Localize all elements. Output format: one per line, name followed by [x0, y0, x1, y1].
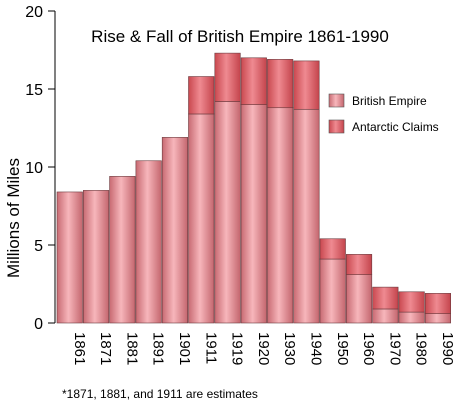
- footnote: *1871, 1881, and 1911 are estimates: [62, 387, 258, 401]
- bar-antarctic-claims-1960: [345, 254, 373, 275]
- bar-antarctic-claims-1930: [267, 59, 294, 109]
- x-tick-label: 1990: [439, 332, 453, 365]
- bar-british-empire-1950: [319, 258, 346, 324]
- bar-british-empire-1881: [109, 176, 136, 324]
- bar-british-empire-1940: [293, 108, 320, 324]
- x-tick-label: 1980: [413, 332, 430, 365]
- y-tick-label: 0: [34, 316, 43, 333]
- legend-label-british-empire: British Empire: [352, 94, 427, 108]
- y-tick-label: 10: [25, 160, 43, 177]
- bar-british-empire-1930: [267, 107, 294, 324]
- y-tick-label: 5: [34, 238, 43, 255]
- x-tick-label: 1920: [255, 332, 272, 365]
- bar-british-empire-1970: [372, 308, 399, 324]
- x-tick-label: 1901: [176, 332, 193, 365]
- y-tick-label: 15: [25, 82, 43, 99]
- bar-antarctic-claims-1920: [240, 57, 267, 105]
- bar-antarctic-claims-1919: [214, 52, 241, 102]
- x-axis: 1861 1871 1881 1891 1901 1911 1919 1920 1930 1940…: [71, 332, 453, 365]
- bar-british-empire-1990: [424, 313, 452, 324]
- bar-british-empire-1920: [240, 104, 267, 324]
- bar-british-empire-1861: [56, 191, 83, 324]
- x-tick-label: 1871: [97, 332, 114, 365]
- bar-antarctic-claims-1990: [424, 293, 452, 314]
- chart-title: Rise & Fall of British Empire 1861-1990: [91, 27, 389, 46]
- bar-antarctic-claims-1940: [293, 60, 320, 110]
- bars: [56, 52, 452, 324]
- bar-antarctic-claims-1911: [188, 76, 215, 115]
- x-tick-label: 1861: [71, 332, 88, 365]
- legend-label-antarctic-claims: Antarctic Claims: [352, 120, 439, 134]
- x-tick-label: 1940: [307, 332, 324, 365]
- bar-british-empire-1980: [398, 311, 425, 324]
- x-tick-label: 1970: [386, 332, 403, 365]
- y-tick-label: 20: [25, 4, 43, 21]
- x-tick-label: 1950: [334, 332, 351, 365]
- x-tick-label: 1891: [150, 332, 167, 365]
- bar-antarctic-claims-1950: [319, 238, 346, 260]
- bar-british-empire-1891: [135, 160, 162, 324]
- legend-swatch-british-empire: [328, 93, 345, 108]
- x-tick-label: 1960: [360, 332, 377, 365]
- x-tick-label: 1930: [281, 332, 298, 365]
- bar-british-empire-1960: [345, 274, 373, 324]
- bar-antarctic-claims-1970: [372, 286, 399, 310]
- legend-swatch-antarctic-claims: [328, 119, 345, 134]
- x-tick-label: 1911: [202, 332, 219, 364]
- y-axis: 0 5 10 15 20: [25, 4, 56, 333]
- y-axis-label: Millions of Miles: [4, 158, 23, 278]
- bar-british-empire-1911: [188, 113, 215, 324]
- bar-british-empire-1871: [83, 190, 110, 324]
- bar-british-empire-1901: [161, 137, 188, 324]
- x-tick-label: 1881: [123, 332, 140, 365]
- legend: British Empire Antarctic Claims: [328, 93, 439, 134]
- bar-antarctic-claims-1980: [398, 291, 425, 313]
- bar-british-empire-1919: [214, 101, 241, 324]
- x-tick-label: 1919: [229, 332, 246, 365]
